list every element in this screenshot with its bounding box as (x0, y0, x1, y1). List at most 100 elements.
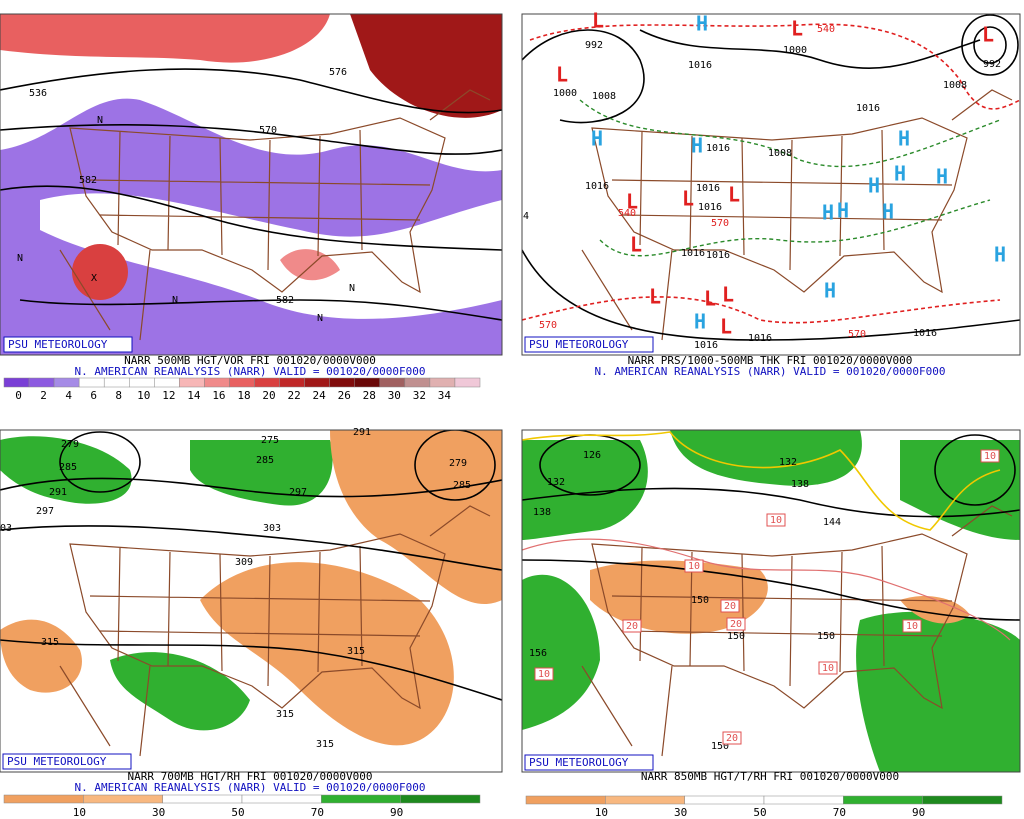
contour-label: 570 (539, 320, 557, 331)
rh-moist (0, 436, 132, 504)
contour-label: 992 (983, 59, 1001, 70)
contour-label: 1008 (768, 148, 792, 159)
colorbar-swatch (229, 377, 255, 388)
contour-label: N (17, 253, 23, 264)
contour-label: 297 (36, 506, 54, 517)
contour-label: 279 (449, 458, 467, 469)
contour-label: 1016 (694, 340, 718, 351)
contour-label: 309 (235, 557, 253, 568)
pressure-center: H (591, 127, 603, 151)
colorbar-swatch (400, 794, 481, 804)
colorbar-swatch (379, 377, 406, 388)
map-frame (0, 429, 503, 773)
contour-label: 291 (49, 487, 67, 498)
psu-box (524, 754, 654, 771)
rh-moist (670, 430, 862, 486)
label-box (534, 667, 554, 681)
pressure-center: H (936, 165, 948, 189)
label-box (766, 513, 786, 527)
colorbar-tick-label: 0 (15, 389, 22, 402)
colorbar-swatch (3, 377, 30, 388)
psu-label: PSU METEOROLOGY (8, 338, 108, 351)
panel-subtitle: N. AMERICAN REANALYSIS (NARR) VALID = 00… (75, 365, 426, 378)
pressure-contour (973, 26, 1007, 64)
colorbar-tick-label: 28 (363, 389, 376, 402)
pressure-center: L (722, 283, 734, 307)
colorbar-tick-label: 50 (231, 806, 244, 819)
pressure-center: H (894, 162, 906, 186)
pressure-center: H (837, 199, 849, 223)
contour-label: 10 (984, 451, 996, 462)
label-box (720, 599, 740, 613)
map-panel-4 (522, 430, 1020, 772)
colorbar-swatch (254, 377, 280, 388)
psu-box (524, 336, 654, 353)
colorbar-tick-label: 30 (388, 389, 401, 402)
contour-label: 156 (529, 648, 547, 659)
contour-label: 297 (289, 487, 307, 498)
label-box (980, 449, 1000, 463)
height-contour (0, 639, 502, 701)
colorbar-tick-label: 70 (311, 806, 324, 819)
contour-label: 03 (0, 523, 12, 534)
pressure-center: L (682, 187, 694, 211)
colorbar-tick-label: 70 (833, 806, 846, 819)
colorbar-tick-label: 30 (152, 806, 165, 819)
contour-label: 291 (353, 427, 371, 438)
colorbar-swatch (354, 377, 381, 388)
contour-label: 570 (848, 329, 866, 340)
contour-label: 10 (538, 669, 550, 680)
vorticity-positive (350, 14, 502, 118)
contour-label: 315 (347, 646, 365, 657)
contour-label: 150 (817, 631, 835, 642)
pressure-center: H (822, 201, 834, 225)
height-contour (522, 559, 1020, 621)
height-contour (0, 185, 502, 251)
colorbar-swatch (329, 377, 355, 388)
pressure-center: L (982, 23, 994, 47)
contour-label: 150 (711, 741, 729, 752)
colorbar-swatch (28, 377, 55, 388)
contour-label: 4 (523, 211, 529, 222)
colorbar-tick-label: 10 (595, 806, 608, 819)
height-contour (0, 68, 502, 114)
contour-label: 1016 (706, 143, 730, 154)
pressure-center: H (994, 243, 1006, 267)
colorbar-tick-label: 22 (287, 389, 300, 402)
colorbar-swatch (429, 377, 456, 388)
vorticity-positive (72, 244, 128, 300)
contour-label: N (172, 295, 178, 306)
contour-label: 536 (29, 88, 47, 99)
map-panel-3 (0, 430, 502, 772)
rh-dry (0, 619, 82, 693)
colorbar-swatch (763, 795, 844, 805)
colorbar-tick-label: 6 (90, 389, 97, 402)
contour-label: 138 (791, 479, 809, 490)
label-box (726, 617, 746, 631)
colorbar-swatch (843, 795, 923, 805)
label-box (684, 559, 704, 573)
contour-label: 285 (59, 462, 77, 473)
colorbar-tick-label: 20 (262, 389, 275, 402)
colorbar-tick-label: 8 (115, 389, 122, 402)
contour-label: 132 (779, 457, 797, 468)
colorbar-tick-label: 16 (212, 389, 225, 402)
contour-label: 1000 (783, 45, 807, 56)
pressure-center: H (824, 279, 836, 303)
thickness-contour (599, 199, 991, 257)
colorbar-swatch (162, 794, 243, 804)
colorbar-swatch (103, 377, 130, 388)
label-box (902, 619, 922, 633)
map-panel-1 (0, 14, 502, 355)
contour-label: 1000 (553, 88, 577, 99)
freezing-line (522, 431, 1001, 531)
psu-label: PSU METEOROLOGY (529, 338, 629, 351)
colorbar-tick-label: 34 (438, 389, 452, 402)
psu-box (3, 336, 133, 353)
pressure-center: L (630, 233, 642, 257)
colorbar-tick-label: 24 (313, 389, 327, 402)
map-frame (521, 429, 1021, 773)
vorticity-positive (0, 14, 330, 63)
contour-label: 1008 (592, 91, 616, 102)
